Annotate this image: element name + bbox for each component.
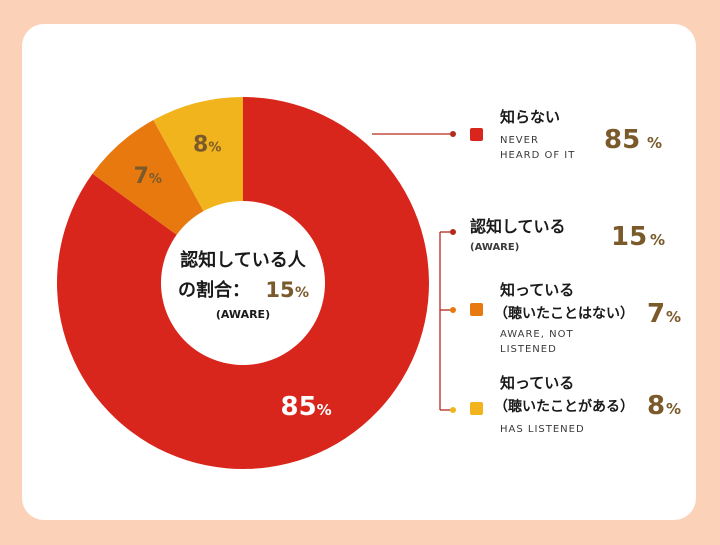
- donut-slice-1: [92, 120, 204, 235]
- legend-aware-jp: 認知している: [470, 217, 566, 236]
- legend-listened-en: HAS LISTENED: [500, 424, 585, 435]
- legend-not-listened-jp1: 知っている: [500, 281, 574, 299]
- legend-swatch-not-listened: [470, 303, 483, 316]
- legend-never-jp: 知らない: [500, 108, 560, 126]
- donut-slice-0: [56, 97, 430, 469]
- donut-slices: [56, 97, 430, 469]
- connector-dot-not-listened: [450, 307, 456, 313]
- center-sub: (AWARE): [216, 308, 270, 321]
- legend-listened-jp1: 知っている: [500, 374, 574, 392]
- legend-aware-en: (AWARE): [470, 242, 519, 253]
- legend-swatch-listened: [470, 402, 483, 415]
- center-value: 15: [265, 278, 294, 302]
- legend-not-listened-en2: LISTENED: [500, 344, 557, 355]
- legend-never-value: 85: [604, 125, 640, 155]
- connector-dot-never: [450, 131, 456, 137]
- legend-not-listened-en1: AWARE, NOT: [500, 329, 574, 340]
- center-line2: の割合：: [178, 279, 250, 301]
- center-line1: 認知している人: [180, 249, 306, 271]
- legend-never-en2: HEARD OF IT: [500, 150, 575, 161]
- legend-not-listened-value: 7: [647, 299, 665, 329]
- legend-swatch-never: [470, 128, 483, 141]
- legend-aware-value: 15: [611, 222, 647, 252]
- legend-listened-jp2: （聴いたことがある）: [494, 398, 634, 415]
- legend-never-unit: %: [647, 134, 662, 152]
- legend-listened-value: 8: [647, 391, 665, 421]
- legend-aware-unit: %: [650, 231, 665, 249]
- center-unit: %: [295, 285, 309, 301]
- legend-not-listened-jp2: （聴いたことはない）: [494, 306, 634, 322]
- connector-dot-listened: [450, 407, 456, 413]
- donut-slice-2: [153, 97, 243, 212]
- legend-listened-unit: %: [666, 400, 681, 418]
- legend-never-en1: NEVER: [500, 135, 539, 146]
- legend-not-listened-unit: %: [666, 308, 681, 326]
- connector-dot-aware: [450, 229, 456, 235]
